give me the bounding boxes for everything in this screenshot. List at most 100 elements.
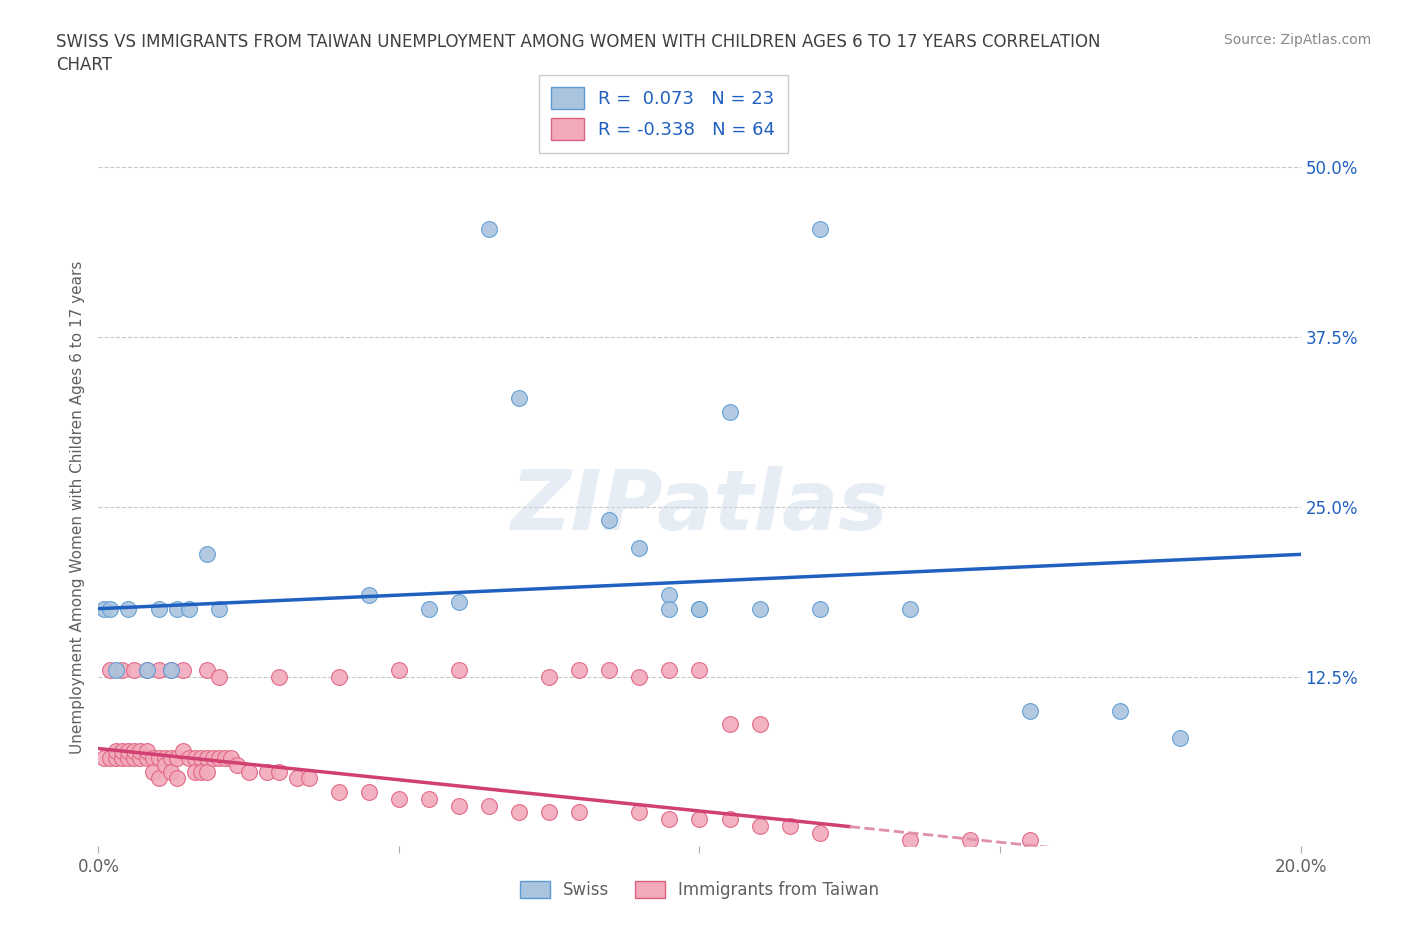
Point [689, 662, 711, 677]
Point [256, 764, 278, 779]
Point [183, 751, 205, 765]
Point [418, 791, 440, 806]
Point [135, 751, 157, 765]
Point [195, 662, 218, 677]
Text: CHART: CHART [56, 56, 112, 73]
Point [628, 670, 651, 684]
Point [208, 602, 231, 617]
Y-axis label: Unemployment Among Women with Children Ages 6 to 17 years: Unemployment Among Women with Children A… [70, 260, 86, 753]
Point [172, 744, 194, 759]
Point [129, 744, 152, 759]
Point [148, 751, 170, 765]
Point [689, 602, 711, 617]
Point [689, 602, 711, 617]
Point [898, 602, 921, 617]
Point [124, 751, 146, 765]
Point [447, 662, 470, 677]
Point [100, 602, 122, 617]
Point [508, 391, 530, 405]
Point [447, 798, 470, 813]
Text: Source: ZipAtlas.com: Source: ZipAtlas.com [1223, 33, 1371, 46]
Point [111, 751, 134, 765]
Point [124, 744, 146, 759]
Point [1109, 703, 1132, 718]
Point [447, 594, 470, 609]
Point [195, 547, 218, 562]
Point [159, 751, 181, 765]
Point [100, 751, 122, 765]
Point [172, 662, 194, 677]
Point [111, 662, 134, 677]
Point [195, 751, 218, 765]
Point [183, 764, 205, 779]
Point [418, 602, 440, 617]
Point [93, 602, 115, 617]
Point [100, 662, 122, 677]
Point [166, 602, 188, 617]
Point [718, 812, 741, 827]
Legend: Swiss, Immigrants from Taiwan: Swiss, Immigrants from Taiwan [513, 874, 886, 906]
Point [141, 751, 163, 765]
Point [478, 798, 501, 813]
Point [117, 744, 139, 759]
Point [153, 751, 176, 765]
Point [808, 602, 831, 617]
Point [538, 670, 561, 684]
Point [166, 771, 188, 786]
Point [105, 744, 128, 759]
Point [658, 662, 681, 677]
Point [135, 662, 157, 677]
Point [111, 744, 134, 759]
Point [219, 751, 242, 765]
Point [135, 662, 157, 677]
Point [117, 602, 139, 617]
Point [208, 670, 231, 684]
Point [190, 751, 212, 765]
Point [689, 812, 711, 827]
Point [124, 662, 146, 677]
Point [201, 751, 224, 765]
Point [141, 764, 163, 779]
Point [478, 221, 501, 236]
Point [195, 764, 218, 779]
Point [225, 757, 247, 772]
Point [298, 771, 321, 786]
Point [208, 751, 231, 765]
Point [105, 662, 128, 677]
Point [538, 805, 561, 820]
Point [214, 751, 236, 765]
Text: SWISS VS IMMIGRANTS FROM TAIWAN UNEMPLOYMENT AMONG WOMEN WITH CHILDREN AGES 6 TO: SWISS VS IMMIGRANTS FROM TAIWAN UNEMPLOY… [56, 33, 1101, 50]
Point [177, 602, 200, 617]
Text: ZIPatlas: ZIPatlas [510, 466, 889, 548]
Point [159, 662, 181, 677]
Point [148, 602, 170, 617]
Point [166, 751, 188, 765]
Point [159, 764, 181, 779]
Point [568, 805, 591, 820]
Point [267, 764, 290, 779]
Point [328, 785, 350, 800]
Point [93, 751, 115, 765]
Point [117, 751, 139, 765]
Point [190, 764, 212, 779]
Point [1170, 730, 1192, 745]
Point [658, 812, 681, 827]
Point [598, 662, 620, 677]
Point [508, 805, 530, 820]
Point [153, 757, 176, 772]
Point [808, 825, 831, 840]
Point [779, 818, 801, 833]
Point [898, 832, 921, 847]
Point [658, 602, 681, 617]
Point [328, 670, 350, 684]
Point [177, 751, 200, 765]
Point [238, 764, 260, 779]
Point [357, 785, 380, 800]
Point [718, 405, 741, 419]
Point [357, 588, 380, 603]
Point [285, 771, 308, 786]
Point [628, 540, 651, 555]
Point [808, 221, 831, 236]
Point [388, 662, 411, 677]
Point [959, 832, 981, 847]
